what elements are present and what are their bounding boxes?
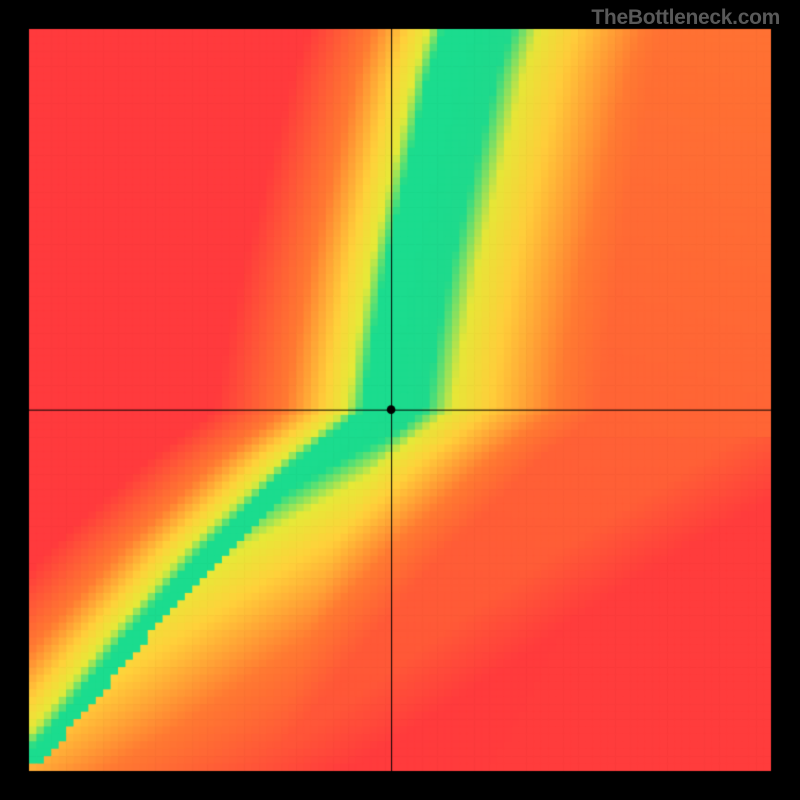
- watermark-text: TheBottleneck.com: [591, 6, 780, 30]
- heatmap-panel: TheBottleneck.com: [0, 0, 800, 800]
- heatmap-canvas: [0, 0, 800, 800]
